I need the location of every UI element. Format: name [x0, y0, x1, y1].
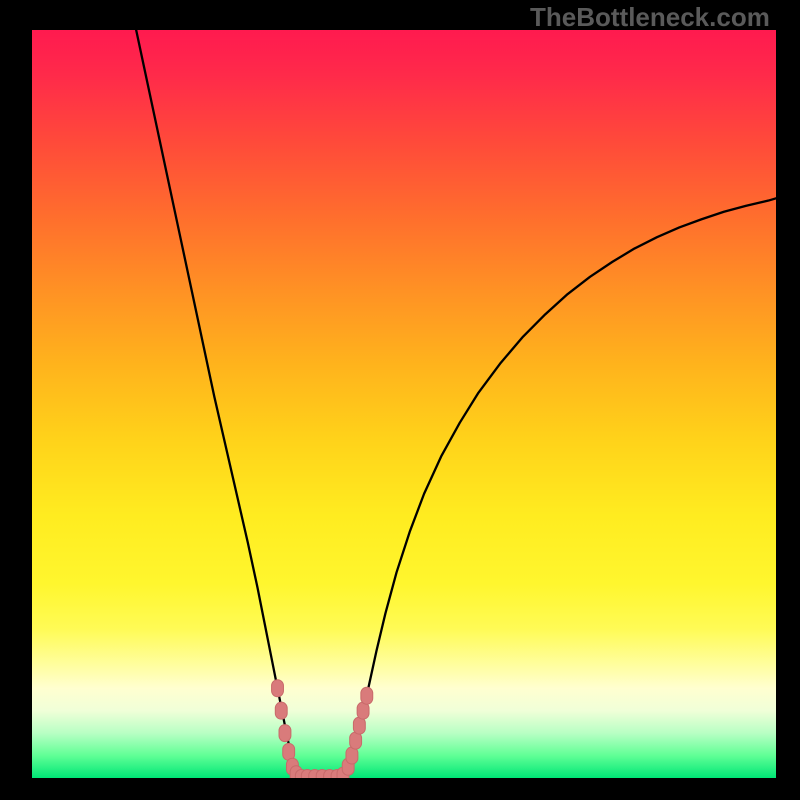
marker-point — [283, 743, 295, 760]
chart-frame: TheBottleneck.com — [0, 0, 800, 800]
marker-point — [357, 702, 369, 719]
plot-area — [32, 30, 776, 778]
marker-point — [272, 680, 284, 697]
plot-background — [32, 30, 776, 778]
marker-point — [353, 717, 365, 734]
marker-point — [275, 702, 287, 719]
chart-svg — [32, 30, 776, 778]
watermark-text: TheBottleneck.com — [530, 2, 770, 33]
marker-point — [346, 747, 358, 764]
marker-point — [361, 687, 373, 704]
marker-point — [279, 725, 291, 742]
marker-point — [350, 732, 362, 749]
